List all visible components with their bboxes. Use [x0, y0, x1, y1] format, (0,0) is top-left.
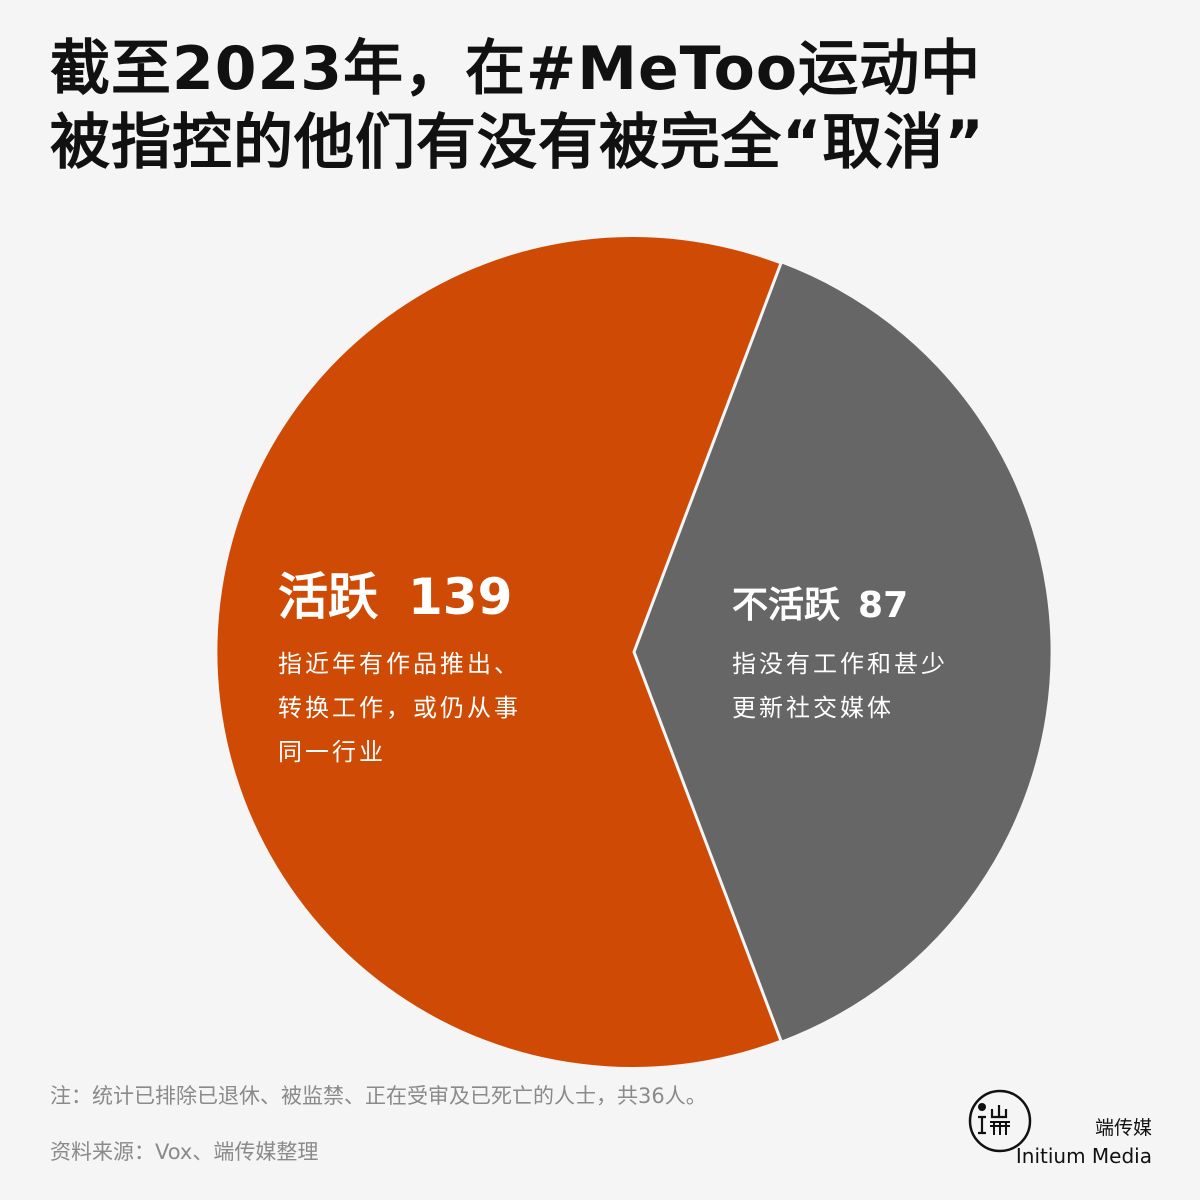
pie-slice-inactive — [635, 263, 1051, 1041]
active-desc-line: 转换工作，或仍从事 — [278, 694, 521, 722]
active-label-name: 活跃 — [278, 568, 378, 626]
active-desc-line: 同一行业 — [278, 738, 386, 766]
chart-title: 截至2023年，在#MeToo运动中 被指控的他们有没有被完全“取消” — [50, 32, 1150, 180]
inactive-label-title: 不活跃 87 — [732, 580, 1012, 632]
chart-title-line-1: 截至2023年，在#MeToo运动中 — [50, 34, 982, 104]
inactive-label-description: 指没有工作和甚少 更新社交媒体 — [732, 642, 1012, 730]
active-slice-label: 活跃 139 指近年有作品推出、 转换工作，或仍从事 同一行业 — [278, 562, 578, 774]
active-desc-line: 指近年有作品推出、 — [278, 650, 521, 678]
source-note: 资料来源：Vox、端传媒整理 — [50, 1140, 319, 1164]
active-label-title: 活跃 139 — [278, 562, 578, 632]
initium-logo-icon — [968, 1089, 1032, 1153]
inactive-label-value: 87 — [858, 585, 909, 626]
inactive-desc-line: 指没有工作和甚少 — [732, 650, 948, 678]
footnote: 注：统计已排除已退休、被监禁、正在受审及已死亡的人士，共36人。 — [50, 1084, 707, 1108]
inactive-desc-line: 更新社交媒体 — [732, 694, 894, 722]
inactive-slice-label: 不活跃 87 指没有工作和甚少 更新社交媒体 — [732, 580, 1012, 730]
chart-title-line-2: 被指控的他们有没有被完全“取消” — [50, 108, 985, 178]
brand: 端传媒 Initium Media — [1016, 1114, 1152, 1170]
active-label-description: 指近年有作品推出、 转换工作，或仍从事 同一行业 — [278, 642, 578, 774]
brand-name-cn: 端传媒 — [1094, 1117, 1152, 1139]
pie-slice-active — [217, 236, 780, 1067]
active-label-value: 139 — [408, 568, 513, 626]
inactive-label-name: 不活跃 — [732, 585, 841, 626]
brand-name-en: Initium Media — [1015, 1144, 1152, 1168]
